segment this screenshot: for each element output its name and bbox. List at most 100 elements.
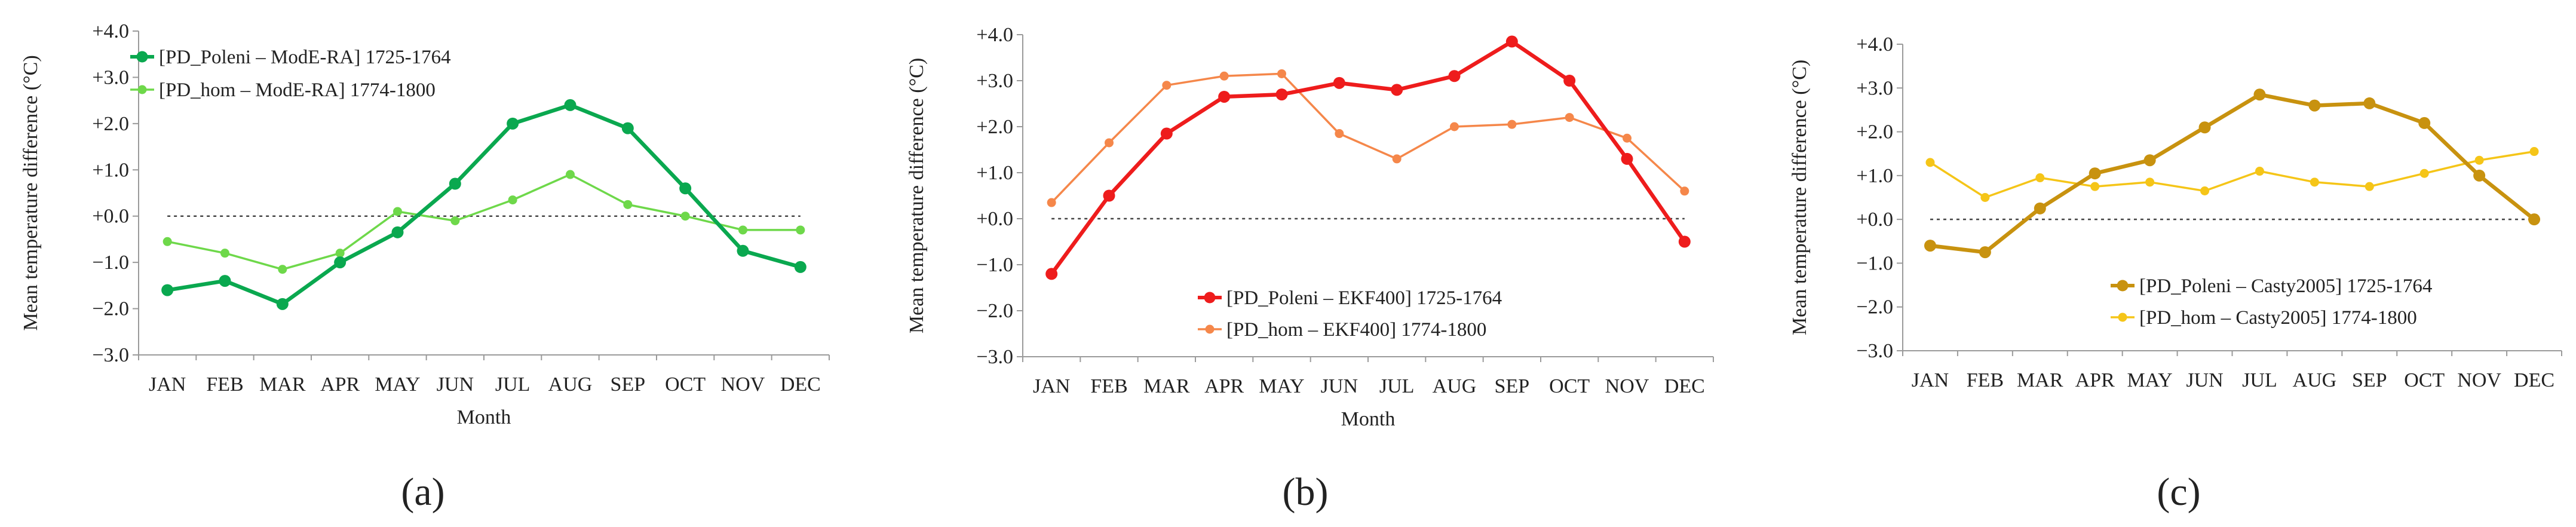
y-axis-title: Mean temperature difference (°C) bbox=[1789, 60, 1811, 335]
data-point bbox=[1275, 88, 1288, 101]
y-tick-label: +3.0 bbox=[92, 66, 129, 88]
x-axis-title: Month bbox=[457, 406, 511, 428]
y-tick-label: −3.0 bbox=[976, 346, 1013, 368]
series-line-2 bbox=[167, 173, 801, 271]
series-line-2 bbox=[1930, 150, 2535, 199]
data-point bbox=[1162, 81, 1172, 90]
x-tick-label: SEP bbox=[611, 373, 646, 396]
y-tick-label: +4.0 bbox=[976, 24, 1013, 46]
x-tick-label: SEP bbox=[2352, 369, 2387, 391]
x-tick-label: JUN bbox=[437, 373, 474, 396]
data-point bbox=[1160, 127, 1173, 140]
y-tick-label: −1.0 bbox=[92, 252, 129, 274]
x-tick-label: OCT bbox=[1549, 375, 1590, 397]
data-point bbox=[1979, 246, 1991, 259]
data-point bbox=[2528, 213, 2541, 226]
data-point bbox=[1045, 268, 1058, 280]
y-tick-label: −2.0 bbox=[1856, 296, 1893, 318]
x-tick-label: JAN bbox=[149, 373, 186, 396]
data-point bbox=[1924, 240, 1936, 252]
data-point bbox=[2473, 169, 2486, 182]
data-point bbox=[2418, 117, 2431, 129]
data-point bbox=[796, 225, 805, 235]
data-point bbox=[508, 195, 517, 205]
x-tick-label: JUL bbox=[495, 373, 530, 396]
y-tick-label: +4.0 bbox=[1856, 33, 1893, 56]
legend-label: [PD_hom – Casty2005] 1774-1800 bbox=[2139, 307, 2417, 329]
x-tick-label: MAR bbox=[259, 373, 306, 396]
data-point bbox=[2419, 168, 2429, 178]
chart-panel-2: +4.0 +3.0 +2.0 +1.0 +0.0 −1.0 −2.0 −3.0 JAN FEB MA… bbox=[906, 24, 1714, 514]
legend-label: [PD_Poleni – Casty2005] 1725-1764 bbox=[2139, 275, 2432, 297]
data-point bbox=[1105, 138, 1114, 148]
x-tick-label: APR bbox=[320, 373, 360, 396]
x-tick-label: FEB bbox=[1090, 375, 1127, 397]
data-point bbox=[1047, 198, 1056, 207]
data-point bbox=[450, 216, 460, 225]
data-point bbox=[1450, 122, 1459, 131]
data-point bbox=[2308, 99, 2321, 112]
y-tick-label: +0.0 bbox=[1856, 209, 1893, 231]
data-point bbox=[2255, 167, 2264, 176]
data-point bbox=[623, 200, 633, 209]
data-point bbox=[335, 249, 345, 258]
data-point bbox=[220, 249, 229, 258]
y-axis-title: Mean temperature difference (°C) bbox=[906, 58, 928, 333]
x-tick-label: AUG bbox=[2293, 369, 2337, 391]
chart-panel-3: +4.0 +3.0 +2.0 +1.0 +0.0 −1.0 −2.0 −3.0 JAN FEB MA… bbox=[1789, 33, 2562, 514]
legend-swatch-marker bbox=[1205, 324, 1215, 334]
data-point bbox=[278, 265, 287, 274]
data-point bbox=[2034, 202, 2046, 215]
y-tick-label: +2.0 bbox=[92, 113, 129, 135]
data-point bbox=[1218, 90, 1231, 103]
legend-swatch-marker bbox=[1204, 292, 1216, 304]
y-tick-label: +2.0 bbox=[1856, 121, 1893, 143]
data-point bbox=[1335, 129, 1344, 139]
data-point bbox=[334, 256, 346, 269]
data-point bbox=[1563, 75, 1576, 87]
y-tick-label: +4.0 bbox=[92, 20, 129, 42]
x-tick-label: MAR bbox=[1143, 375, 1190, 397]
x-tick-label: MAY bbox=[1259, 375, 1304, 397]
y-tick-label: +1.0 bbox=[976, 162, 1013, 184]
data-point bbox=[162, 237, 172, 246]
data-point bbox=[2363, 97, 2376, 109]
y-tick-label: +0.0 bbox=[976, 208, 1013, 230]
legend-label: [PD_hom – EKF400] 1774-1800 bbox=[1226, 319, 1486, 341]
data-point bbox=[2145, 177, 2155, 187]
data-point bbox=[1565, 113, 1574, 122]
data-point bbox=[679, 182, 692, 195]
data-point bbox=[1103, 189, 1115, 202]
x-tick-label: MAY bbox=[375, 373, 420, 396]
legend-swatch-marker bbox=[137, 85, 147, 94]
data-point bbox=[391, 226, 404, 238]
y-tick-label: +2.0 bbox=[976, 116, 1013, 138]
x-tick-label: MAY bbox=[2127, 369, 2173, 391]
data-point bbox=[2198, 121, 2211, 134]
data-point bbox=[566, 170, 575, 179]
x-tick-label: FEB bbox=[206, 373, 243, 396]
data-point bbox=[1505, 35, 1518, 48]
y-tick-label: −3.0 bbox=[92, 344, 129, 366]
x-axis-title: Month bbox=[1341, 408, 1396, 430]
data-point bbox=[2089, 167, 2101, 180]
panel-label: (b) bbox=[1283, 470, 1329, 514]
series-line-1 bbox=[1930, 93, 2536, 255]
data-point bbox=[621, 122, 634, 134]
x-tick-label: NOV bbox=[721, 373, 765, 396]
data-point bbox=[1925, 158, 1935, 167]
x-tick-label: JAN bbox=[1912, 369, 1949, 391]
data-point bbox=[1277, 69, 1286, 78]
legend-swatch-marker bbox=[2118, 312, 2127, 322]
y-tick-label: +3.0 bbox=[1856, 77, 1893, 99]
x-tick-label: JAN bbox=[1033, 375, 1070, 397]
data-point bbox=[2035, 173, 2045, 183]
x-tick-label: AUG bbox=[1433, 375, 1477, 397]
data-point bbox=[1678, 235, 1691, 248]
series-line-2 bbox=[1050, 72, 1685, 204]
x-tick-label: JUL bbox=[2242, 369, 2277, 391]
x-tick-label: DEC bbox=[1664, 375, 1705, 397]
data-point bbox=[2253, 88, 2266, 101]
x-tick-label: SEP bbox=[1495, 375, 1530, 397]
y-tick-label: −1.0 bbox=[1856, 252, 1893, 274]
